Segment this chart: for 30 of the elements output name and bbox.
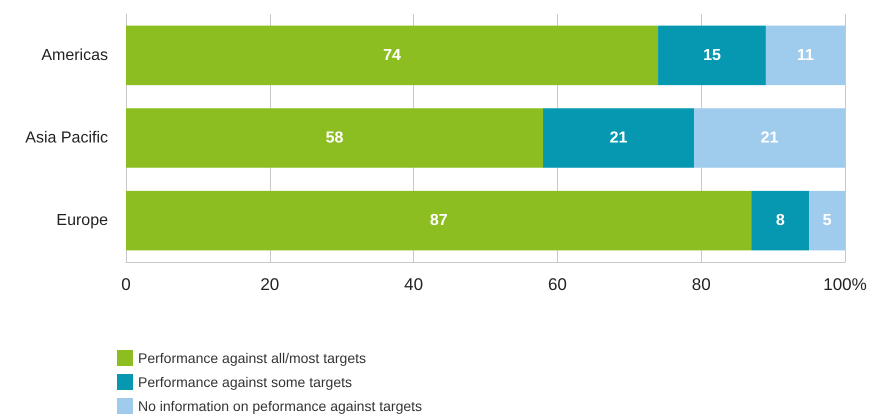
x-tick-label: 0: [121, 275, 131, 294]
legend-label: Performance against all/most targets: [138, 350, 366, 366]
data-label: 21: [610, 130, 628, 146]
data-label: 8: [776, 212, 785, 230]
bar: [658, 26, 766, 86]
bar: [694, 108, 845, 168]
data-label: 58: [326, 130, 344, 146]
x-tick-label: 60: [548, 275, 567, 294]
bar: [752, 190, 810, 250]
x-tick-label: 100%: [823, 275, 867, 294]
bar: [126, 190, 752, 250]
bar: [766, 26, 845, 86]
y-tick-label: Asia Pacific: [25, 130, 108, 146]
x-tick-label: 80: [692, 275, 711, 294]
data-label: 15: [703, 46, 721, 64]
data-label: 5: [822, 212, 832, 230]
data-label: 87: [430, 212, 448, 230]
x-tick-label: 20: [260, 275, 280, 294]
bar: [126, 26, 658, 86]
legend-label: Performance against some targets: [138, 374, 352, 390]
y-tick-label: Americas: [41, 46, 108, 64]
bar: [809, 190, 845, 250]
x-tick-label: 40: [404, 275, 424, 294]
bar: [543, 108, 694, 168]
legend-label: No information on peformance against targets: [138, 398, 422, 414]
data-label: 11: [796, 46, 814, 64]
data-label: 21: [760, 130, 779, 146]
y-tick-label: Europe: [56, 212, 108, 230]
bar: [126, 108, 544, 168]
data-label: 74: [383, 46, 402, 64]
